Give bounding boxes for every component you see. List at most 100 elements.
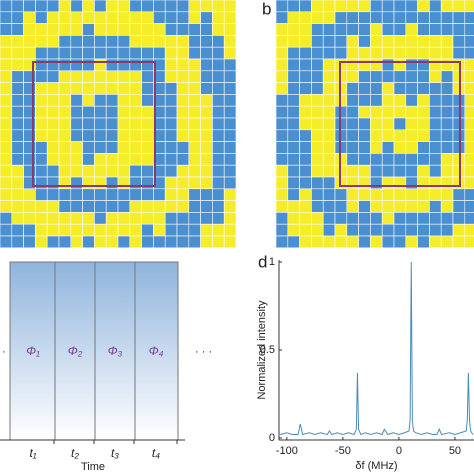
pattern-cell: [141, 82, 154, 95]
pattern-cell: [405, 46, 418, 60]
pattern-cell: [11, 11, 24, 24]
pattern-cell: [164, 141, 178, 154]
pattern-cell: [429, 94, 442, 107]
pattern-cell: [223, 70, 237, 83]
pattern-cell: [223, 105, 237, 119]
pattern-cell: [322, 164, 336, 178]
pattern-cell: [370, 188, 383, 201]
pattern-cell: [322, 129, 336, 142]
pattern-cell: [287, 94, 300, 107]
pattern-cell: [58, 58, 72, 72]
pattern-cell: [58, 35, 72, 48]
pattern-cell: [452, 212, 466, 225]
x-axis-label: δf (MHz): [355, 460, 397, 472]
pattern-cell: [94, 58, 107, 72]
pattern-cell: [358, 23, 371, 36]
pattern-cell: [311, 200, 324, 213]
pattern-cell: [117, 164, 131, 178]
pattern-cell: [393, 212, 407, 225]
pattern-cell: [0, 164, 13, 178]
pattern-cell: [141, 141, 154, 154]
pattern-cell: [393, 200, 407, 213]
pattern-cell: [46, 70, 60, 83]
pattern-cell: [405, 212, 418, 225]
pattern-cell: [223, 46, 237, 60]
pattern-cell: [440, 70, 454, 83]
pattern-cell: [223, 223, 237, 237]
pattern-cell: [322, 176, 336, 190]
pattern-cell: [223, 235, 237, 249]
pattern-cell: [464, 141, 474, 154]
pattern-cell: [370, 35, 383, 48]
pattern-cell: [275, 46, 289, 60]
pattern-cell: [105, 0, 119, 13]
pattern-cell: [11, 129, 24, 142]
pattern-cell: [129, 35, 142, 48]
pattern-cell: [11, 153, 24, 166]
pattern-cell: [105, 70, 119, 83]
pattern-cell: [346, 153, 359, 166]
pattern-cell: [23, 200, 36, 213]
pattern-cell: [105, 188, 119, 201]
pattern-cell: [46, 141, 60, 154]
pattern-cell: [464, 23, 474, 36]
pattern-cell: [94, 0, 107, 13]
pattern-cell: [452, 176, 466, 190]
pattern-cell: [117, 188, 131, 201]
pattern-cell: [23, 11, 36, 24]
pattern-cell: [70, 200, 83, 213]
pattern-cell: [153, 212, 166, 225]
pattern-cell: [275, 94, 289, 107]
pattern-cell: [70, 82, 83, 95]
pattern-cell: [188, 11, 201, 24]
pattern-cell: [11, 23, 24, 36]
pattern-cell: [322, 153, 336, 166]
pattern-cell: [311, 117, 324, 131]
pattern-cell: [82, 0, 95, 13]
pattern-cell: [70, 176, 83, 190]
pattern-cell: [464, 94, 474, 107]
pattern-cell: [440, 223, 454, 237]
pattern-cell: [440, 23, 454, 36]
pattern-cell: [287, 153, 300, 166]
pattern-cell: [299, 58, 312, 72]
pattern-cell: [82, 11, 95, 24]
pattern-cell: [117, 129, 131, 142]
pattern-cell: [381, 117, 395, 131]
pattern-cell: [212, 176, 225, 190]
pattern-cell: [452, 82, 466, 95]
pattern-cell: [322, 94, 336, 107]
pattern-cell: [275, 235, 289, 249]
pattern-cell: [70, 70, 83, 83]
pattern-cell: [82, 164, 95, 178]
pattern-cell: [0, 200, 13, 213]
pattern-cell: [287, 11, 300, 24]
pattern-cell: [405, 141, 418, 154]
pattern-cell: [322, 0, 336, 13]
pattern-cell: [417, 82, 430, 95]
pattern-cell: [35, 212, 48, 225]
pattern-cell: [94, 129, 107, 142]
pattern-cell: [311, 223, 324, 237]
pattern-cell: [200, 176, 213, 190]
pattern-cell: [35, 35, 48, 48]
pattern-cell: [311, 188, 324, 201]
pattern-cell: [346, 70, 359, 83]
pattern-cell: [105, 223, 119, 237]
pattern-cell: [440, 153, 454, 166]
pattern-cell: [322, 11, 336, 24]
pattern-cell: [429, 141, 442, 154]
pattern-cell: [370, 105, 383, 119]
pattern-cell: [223, 212, 237, 225]
pattern-cell: [212, 200, 225, 213]
pattern-cell: [176, 82, 190, 95]
pattern-cell: [46, 235, 60, 249]
pattern-cell: [417, 164, 430, 178]
pattern-cell: [311, 70, 324, 83]
pattern-cell: [141, 223, 154, 237]
pattern-cell: [11, 58, 24, 72]
pattern-cell: [117, 58, 131, 72]
pattern-cell: [381, 212, 395, 225]
pattern-cell: [188, 212, 201, 225]
pattern-cell: [346, 11, 359, 24]
